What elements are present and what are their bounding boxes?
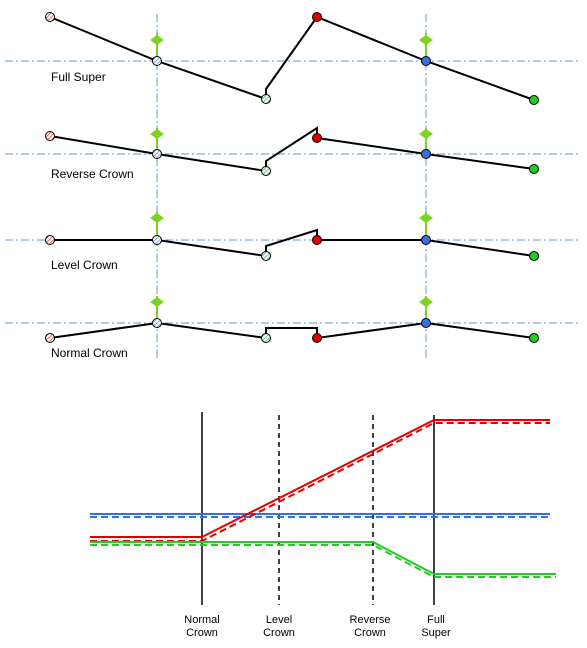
section-label-reverse-crown: Reverse Crown bbox=[51, 167, 134, 181]
station-label-level-crown: Level Crown bbox=[239, 614, 319, 640]
station-label-line1: Normal bbox=[184, 614, 220, 626]
station-label-line2: Crown bbox=[186, 627, 218, 639]
profile-level-crown bbox=[45, 212, 539, 261]
centerline-point-blue bbox=[421, 235, 431, 245]
cross-sections bbox=[5, 12, 580, 360]
station-label-reverse-crown: Reverse Crown bbox=[330, 614, 410, 640]
edge-point-left-hatched bbox=[45, 333, 55, 343]
green-edge-profile-solid bbox=[90, 541, 556, 575]
green-edge-profile-dashed bbox=[90, 544, 556, 578]
station-label-line2: Crown bbox=[354, 627, 386, 639]
transition-diagram bbox=[90, 412, 556, 605]
centerline-point-hatched bbox=[152, 318, 162, 328]
section-label-normal-crown: Normal Crown bbox=[51, 346, 128, 360]
centerline-point-blue bbox=[421, 56, 431, 66]
shoulder-point-hatched bbox=[261, 333, 271, 343]
shoulder-point-hatched bbox=[261, 166, 271, 176]
edge-point-green bbox=[529, 95, 539, 105]
station-label-line2: Crown bbox=[263, 627, 295, 639]
edge-point-green bbox=[529, 333, 539, 343]
centerline-point-blue bbox=[421, 149, 431, 159]
edge-point-left-hatched bbox=[45, 235, 55, 245]
centerline-point-hatched bbox=[152, 56, 162, 66]
profile-full-super bbox=[45, 12, 539, 105]
red-edge-profile-solid bbox=[90, 419, 550, 538]
edge-point-left-hatched bbox=[45, 12, 55, 22]
station-label-line1: Reverse bbox=[349, 614, 391, 626]
centerline-point-hatched bbox=[152, 149, 162, 159]
edge-point-green bbox=[529, 251, 539, 261]
edge-point-green bbox=[529, 164, 539, 174]
edge-point-red bbox=[312, 235, 322, 245]
profile-reverse-crown bbox=[45, 126, 539, 176]
section-label-full-super: Full Super bbox=[51, 70, 106, 84]
centerline-point-blue bbox=[421, 318, 431, 328]
section-label-level-crown: Level Crown bbox=[51, 258, 118, 272]
red-edge-profile-dashed bbox=[90, 422, 550, 542]
centerline-point-hatched bbox=[152, 235, 162, 245]
shoulder-point-hatched bbox=[261, 94, 271, 104]
station-label-line2: Super bbox=[421, 627, 451, 639]
station-label-line1: Level bbox=[265, 614, 293, 626]
station-label-normal-crown: Normal Crown bbox=[162, 614, 242, 640]
edge-point-red bbox=[312, 333, 322, 343]
station-label-line1: Full bbox=[427, 614, 445, 626]
station-label-full-super: Full Super bbox=[396, 614, 476, 640]
edge-point-left-hatched bbox=[45, 131, 55, 141]
shoulder-point-hatched bbox=[261, 251, 271, 261]
profile-normal-crown bbox=[45, 296, 539, 343]
edge-point-red bbox=[312, 133, 322, 143]
edge-point-red bbox=[312, 12, 322, 22]
